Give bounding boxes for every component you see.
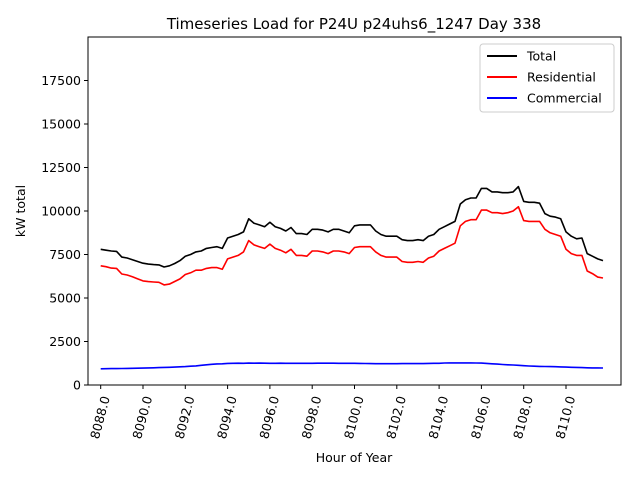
legend-label-residential: Residential: [527, 70, 596, 85]
series-line-commercial: [100, 362, 604, 370]
series-layer: [100, 185, 604, 370]
x-axis-label: Hour of Year: [316, 450, 393, 465]
y-tick-label: 0: [73, 378, 81, 393]
chart-title: Timeseries Load for P24U p24uhs6_1247 Da…: [166, 15, 541, 34]
y-tick-label: 5000: [49, 291, 81, 306]
legend-box: [479, 43, 615, 113]
legend: Total Residential Commercial: [479, 43, 615, 113]
y-tick-label: 7500: [49, 247, 81, 262]
y-tick-label: 12500: [41, 160, 81, 175]
series-line-total: [100, 185, 604, 268]
legend-label-total: Total: [526, 49, 556, 64]
y-tick-label: 2500: [49, 334, 81, 349]
legend-label-commercial: Commercial: [527, 91, 602, 106]
series-line-residential: [100, 205, 604, 286]
y-axis-label: kW total: [13, 185, 28, 237]
y-axis: 0 2500 5000 7500 10000 12500 15000 17500: [41, 73, 88, 393]
y-tick-label: 15000: [41, 117, 81, 132]
y-tick-label: 10000: [41, 204, 81, 219]
y-tick-label: 17500: [41, 73, 81, 88]
